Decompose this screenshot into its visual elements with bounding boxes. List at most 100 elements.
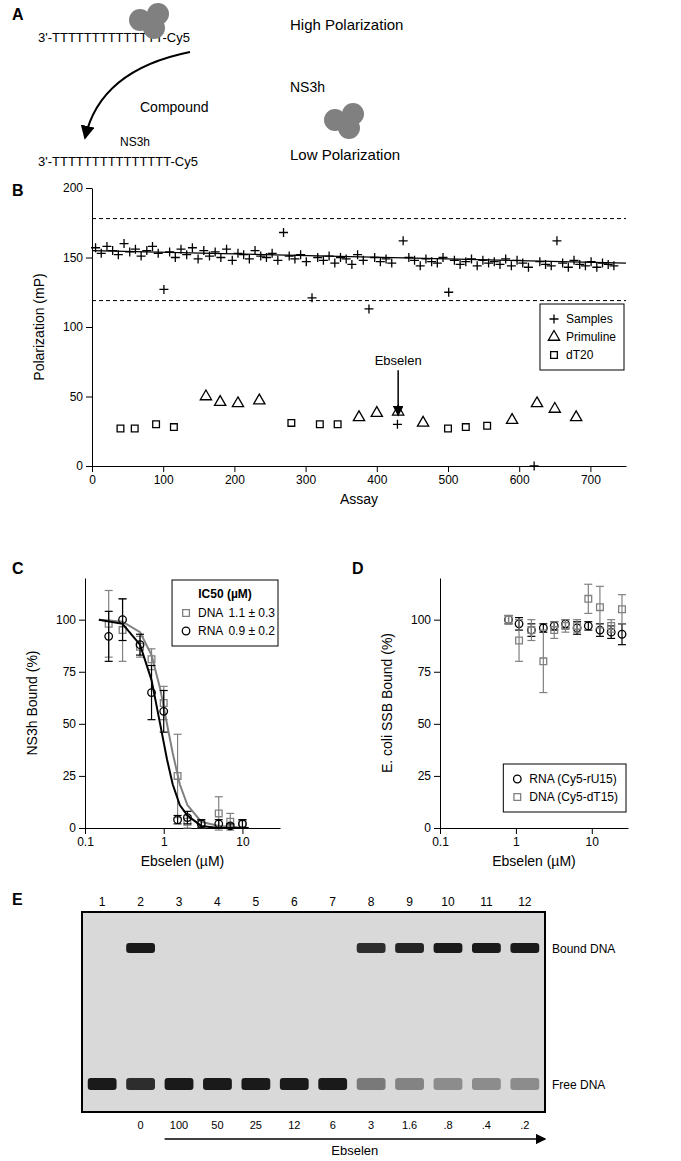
- point: [336, 253, 345, 262]
- error-bar-stem: [543, 630, 544, 693]
- error-bar-stem: [122, 599, 123, 662]
- tick-label: 150: [63, 251, 83, 265]
- point: [609, 261, 618, 270]
- point: [182, 250, 191, 259]
- point: [524, 263, 533, 272]
- point: [416, 261, 425, 270]
- point: [97, 249, 106, 258]
- point: [279, 228, 288, 237]
- error-bar-cap: [607, 619, 615, 620]
- error-bar: [160, 691, 168, 733]
- point: [547, 261, 556, 270]
- tick-label: 100: [63, 320, 83, 334]
- error-bar-stem: [163, 691, 164, 733]
- error-bar-cap: [618, 623, 626, 624]
- point: [105, 633, 113, 641]
- concentration-label: 12: [288, 1119, 300, 1131]
- panel: 0.11100255075100DEbselen (µM)E. coli SSB…: [352, 560, 629, 869]
- point: [316, 421, 323, 428]
- point: [296, 250, 305, 259]
- error-bar-cap: [515, 661, 523, 662]
- panel-label: E: [12, 891, 23, 908]
- concentration-label: .4: [482, 1119, 491, 1131]
- error-bar: [618, 624, 626, 645]
- tick: 100: [411, 613, 440, 627]
- tick-label: 0: [424, 821, 431, 835]
- tick: 0.1: [77, 828, 94, 849]
- point: [540, 624, 548, 632]
- error-bar-cap: [584, 584, 592, 585]
- error-bar: [226, 813, 234, 830]
- point: [505, 616, 512, 623]
- point: [226, 822, 234, 830]
- point: [551, 627, 558, 634]
- y-axis: 0255075100: [56, 579, 86, 836]
- y-axis: 050100150200: [63, 181, 93, 473]
- legend-name: DNA: [198, 606, 223, 620]
- legend-entry: RNA (Cy5-rU15): [529, 772, 616, 786]
- fit-curve: [99, 620, 249, 828]
- point: [330, 259, 339, 268]
- point: [347, 260, 356, 269]
- point: [200, 390, 211, 400]
- legend-name: dT20: [566, 348, 594, 362]
- tick: 50: [418, 717, 440, 731]
- legend-name: RNA: [198, 624, 223, 638]
- point: [596, 626, 604, 634]
- tick-mark: [448, 466, 449, 472]
- tick-label: 0: [89, 473, 96, 487]
- error-bar-cap: [573, 634, 581, 635]
- point: [251, 246, 260, 255]
- error-bar-cap: [596, 627, 604, 628]
- tick: 0.1: [432, 828, 449, 849]
- point: [262, 253, 271, 262]
- bound-band: [395, 943, 424, 953]
- error-bar-cap: [527, 619, 535, 620]
- error-bar-stem: [518, 620, 519, 662]
- point: [119, 616, 127, 624]
- error-bar: [505, 616, 513, 624]
- lane-number: 10: [441, 895, 455, 909]
- free-band: [203, 1078, 232, 1090]
- tick-label: 25: [63, 769, 77, 783]
- point: [215, 810, 222, 817]
- tick-mark: [590, 466, 591, 472]
- error-bar: [119, 599, 127, 662]
- protein-label: NS3h: [290, 79, 325, 95]
- point: [393, 420, 402, 429]
- error-bar-cap: [550, 638, 558, 639]
- error-bar-stem: [554, 622, 555, 639]
- point: [171, 424, 178, 431]
- tick-mark: [79, 672, 85, 673]
- bound-band: [472, 943, 501, 953]
- error-bar-cap: [148, 648, 156, 649]
- point: [505, 616, 513, 624]
- error-bar-cap: [148, 665, 156, 666]
- threshold-line: [92, 300, 626, 301]
- tick-mark: [86, 327, 92, 328]
- point: [131, 245, 140, 254]
- y-axis-title: E. coli SSB Bound (%): [379, 633, 395, 773]
- point: [120, 239, 129, 248]
- legend-entry: Primuline: [566, 330, 616, 344]
- panel-label: A: [12, 6, 24, 23]
- concentration-label: 25: [250, 1119, 262, 1131]
- lane-number: 3: [176, 895, 183, 909]
- y-axis-title: Polarization (mP): [31, 273, 47, 380]
- legend-marker: [514, 775, 522, 783]
- tick-label: 0.1: [77, 835, 94, 849]
- tick-mark: [163, 466, 164, 472]
- tick-mark: [306, 466, 307, 472]
- tick-mark: [79, 828, 85, 829]
- error-bar-cap: [573, 632, 581, 633]
- concentration-label: 100: [170, 1119, 188, 1131]
- lane-number: 2: [137, 895, 144, 909]
- legend-marker: [183, 610, 190, 617]
- fit-curve: [99, 620, 249, 828]
- arrow: [85, 52, 190, 138]
- free-band: [280, 1078, 309, 1090]
- error-bar-cap: [136, 634, 144, 635]
- tick-mark: [79, 724, 85, 725]
- tick-mark: [86, 258, 92, 259]
- point: [549, 403, 560, 413]
